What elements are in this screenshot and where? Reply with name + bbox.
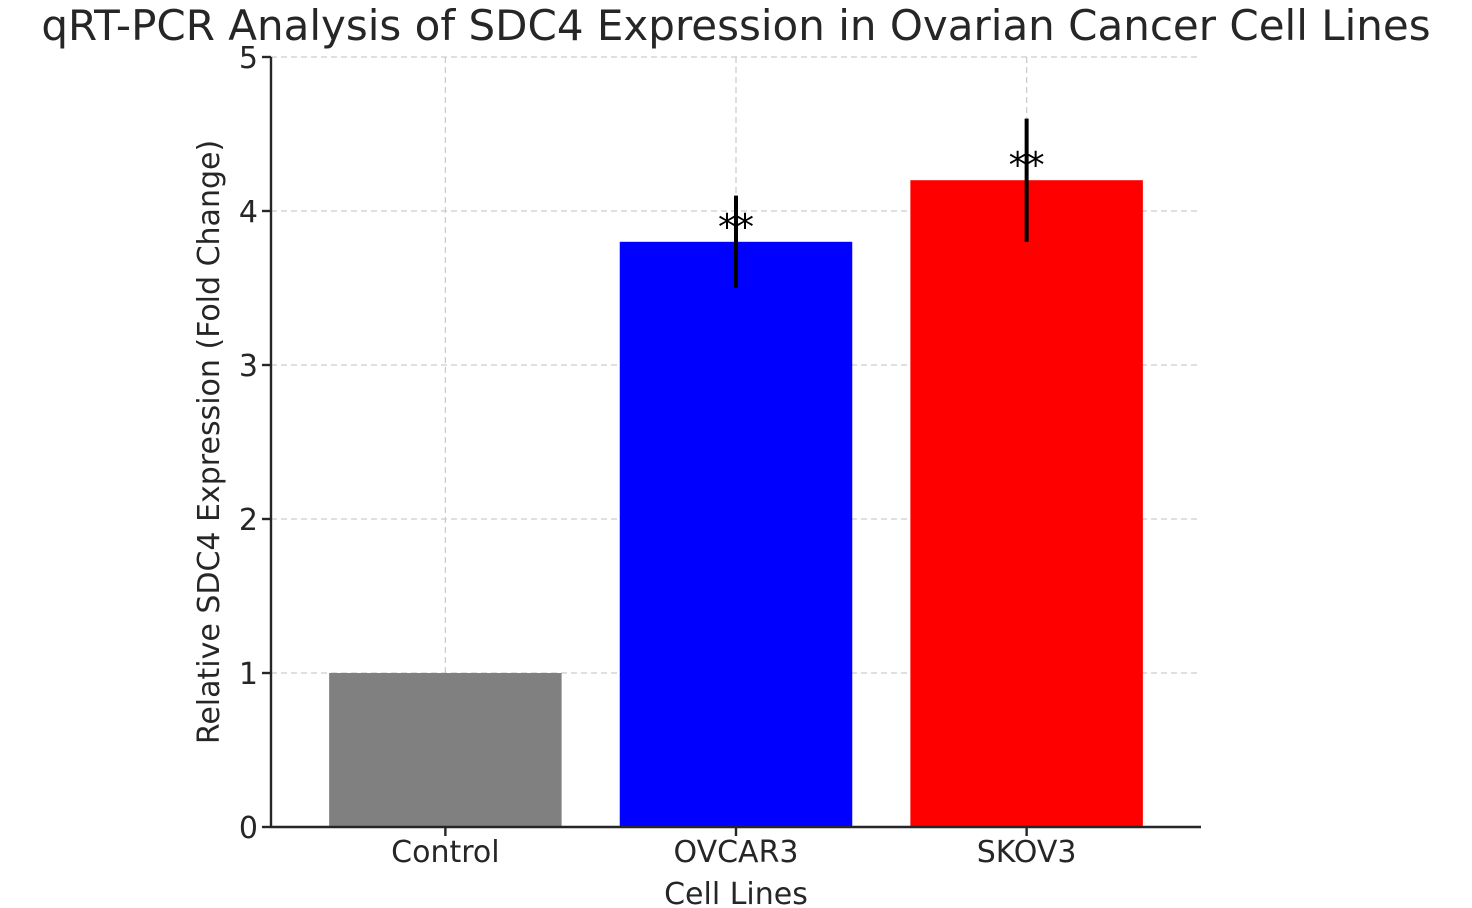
y-tick-label: 3 bbox=[239, 349, 258, 384]
significance-marker: ** bbox=[1009, 145, 1045, 186]
significance-marker: ** bbox=[718, 207, 754, 248]
y-tick-label: 4 bbox=[239, 195, 258, 230]
bar-skov3 bbox=[910, 180, 1143, 827]
x-tick-label: Control bbox=[391, 835, 499, 870]
annotations: ** ** bbox=[718, 145, 1045, 248]
chart-title: qRT-PCR Analysis of SDC4 Expression in O… bbox=[41, 1, 1430, 50]
y-tick-label: 1 bbox=[239, 657, 258, 692]
error-bars bbox=[734, 118, 1029, 288]
bar-control bbox=[329, 673, 562, 827]
x-tick-label: SKOV3 bbox=[977, 835, 1077, 870]
ticks: 0 1 2 3 4 5 Control OVCAR3 SKOV3 bbox=[239, 41, 1077, 870]
y-tick-label: 5 bbox=[239, 41, 258, 76]
bar-ovcar3 bbox=[619, 241, 853, 828]
x-tick-label: OVCAR3 bbox=[673, 835, 798, 870]
bars bbox=[329, 180, 1143, 828]
y-tick-label: 0 bbox=[239, 811, 258, 846]
y-axis-label: Relative SDC4 Expression (Fold Change) bbox=[192, 140, 227, 744]
x-axis-label: Cell Lines bbox=[664, 877, 808, 908]
y-tick-label: 2 bbox=[239, 503, 258, 538]
